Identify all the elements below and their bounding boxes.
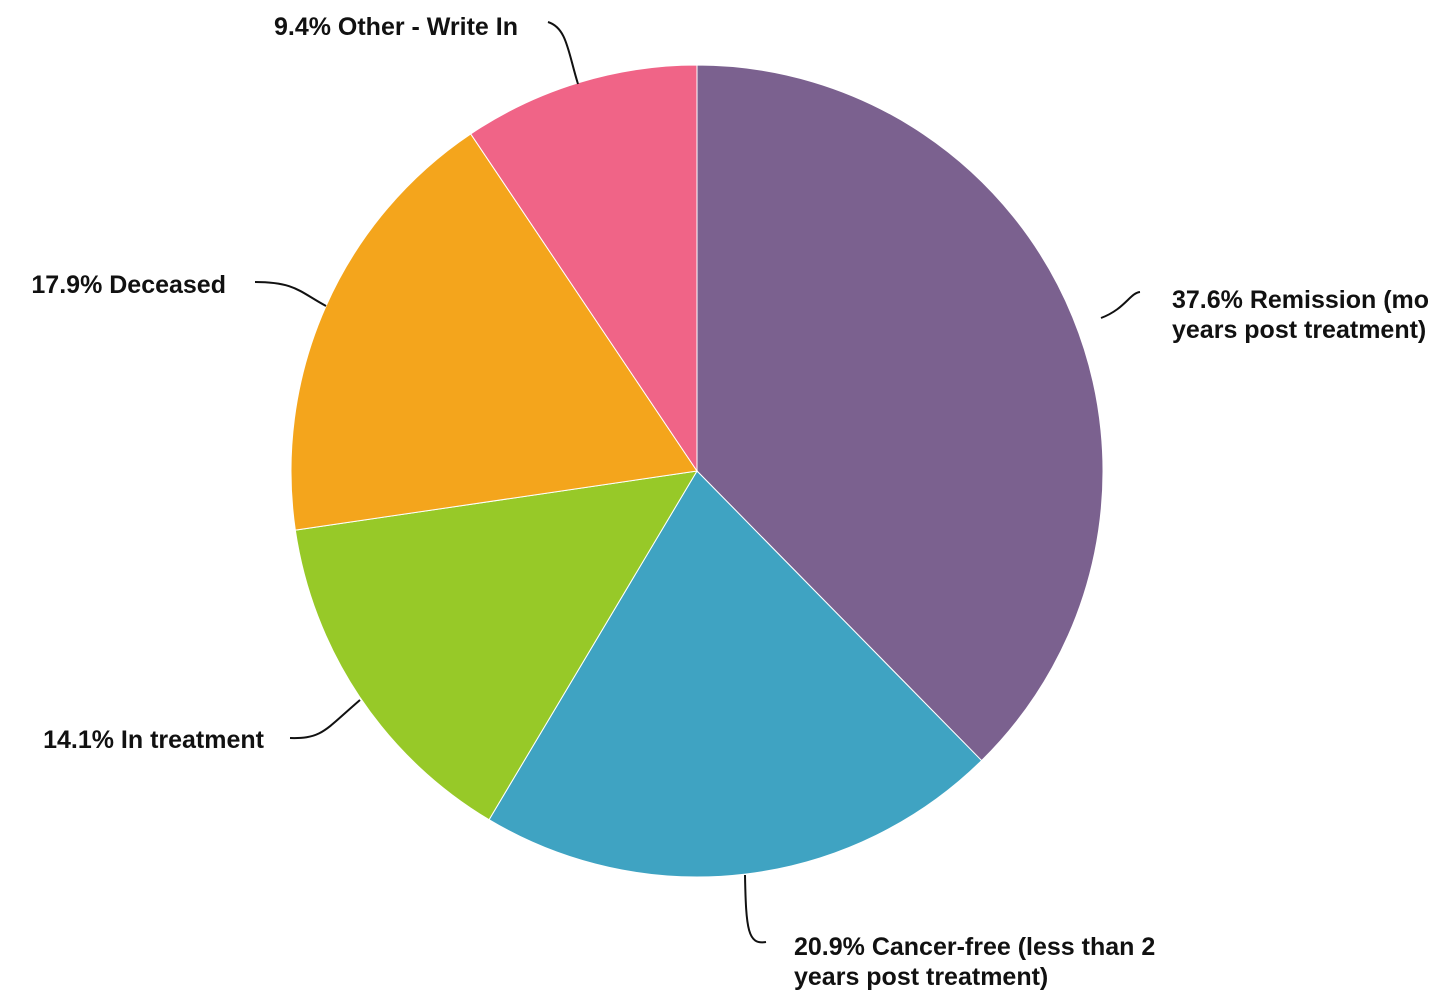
pie-slice xyxy=(488,470,983,878)
slice-label-line-2: years post treatment) xyxy=(794,963,1048,991)
pie-slices xyxy=(290,64,1104,878)
leader-line xyxy=(289,699,361,740)
slice-label-line-1: 9.4% Other - Write In xyxy=(274,13,518,41)
leader-lines xyxy=(254,21,1141,944)
slice-label: 14.1% In treatment xyxy=(43,726,265,754)
slice-label-line-1: 14.1% In treatment xyxy=(43,726,265,754)
slice-label-line-1: 17.9% Deceased xyxy=(31,271,226,299)
leader-line xyxy=(254,281,327,307)
pie-slice xyxy=(294,470,698,821)
slice-label: 9.4% Other - Write In xyxy=(274,13,518,41)
pie-slice xyxy=(470,64,698,473)
slice-label-line-1: 37.6% Remission (more than 2 xyxy=(1172,286,1429,314)
slice-label: 17.9% Deceased xyxy=(31,271,226,299)
leader-line xyxy=(744,874,767,944)
pie-slice xyxy=(290,133,698,531)
slice-label-line-1: 20.9% Cancer-free (less than 2 xyxy=(794,933,1155,961)
slice-label-line-2: years post treatment) xyxy=(1172,316,1426,344)
pie-slice xyxy=(696,64,1104,762)
slice-label: 20.9% Cancer-free (less than 2 years post… xyxy=(794,933,1155,991)
leader-line xyxy=(1100,291,1141,319)
leader-line xyxy=(547,21,579,85)
